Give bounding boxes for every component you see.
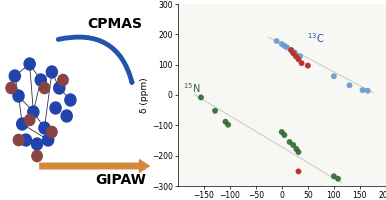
- Circle shape: [39, 82, 50, 94]
- Point: [293, 147, 300, 151]
- Circle shape: [46, 66, 58, 78]
- Point: [359, 89, 366, 92]
- Circle shape: [9, 70, 20, 82]
- Circle shape: [42, 134, 54, 146]
- Point: [297, 55, 303, 58]
- Point: [222, 120, 229, 123]
- Point: [279, 130, 285, 134]
- Point: [225, 123, 231, 126]
- Point: [212, 109, 218, 112]
- Circle shape: [58, 74, 68, 86]
- Circle shape: [6, 82, 16, 94]
- Point: [279, 42, 285, 46]
- FancyArrowPatch shape: [40, 160, 149, 172]
- Point: [365, 89, 371, 92]
- Point: [292, 51, 298, 54]
- Point: [335, 177, 341, 180]
- Circle shape: [61, 110, 72, 122]
- Point: [290, 143, 296, 147]
- FancyArrowPatch shape: [58, 37, 132, 82]
- Circle shape: [32, 150, 42, 162]
- Point: [298, 62, 305, 65]
- Point: [331, 75, 337, 78]
- Point: [295, 170, 301, 173]
- Point: [290, 52, 296, 55]
- Point: [281, 133, 288, 137]
- Point: [284, 46, 290, 49]
- Point: [198, 96, 204, 99]
- Point: [331, 175, 337, 178]
- Point: [281, 44, 288, 47]
- Point: [286, 140, 293, 144]
- Point: [295, 58, 301, 61]
- Point: [273, 39, 279, 43]
- Circle shape: [28, 106, 39, 118]
- Circle shape: [35, 74, 46, 86]
- Text: GIPAW: GIPAW: [95, 173, 146, 187]
- Text: $^{13}$C: $^{13}$C: [307, 31, 324, 45]
- Point: [288, 49, 294, 52]
- Point: [293, 55, 299, 58]
- Point: [295, 150, 301, 154]
- Circle shape: [54, 82, 65, 94]
- Circle shape: [24, 58, 35, 70]
- Circle shape: [17, 118, 28, 130]
- Circle shape: [39, 122, 50, 134]
- Circle shape: [24, 114, 35, 126]
- Text: $^{15}$N: $^{15}$N: [183, 81, 200, 95]
- Point: [347, 84, 353, 87]
- Text: CPMAS: CPMAS: [87, 17, 142, 31]
- Circle shape: [65, 94, 76, 106]
- Circle shape: [47, 126, 57, 138]
- Point: [305, 64, 311, 67]
- Circle shape: [50, 102, 61, 114]
- Circle shape: [13, 90, 24, 102]
- Circle shape: [20, 134, 32, 146]
- Circle shape: [14, 134, 24, 146]
- Y-axis label: δ (ppm): δ (ppm): [140, 77, 149, 113]
- Point: [288, 49, 294, 52]
- Circle shape: [32, 138, 42, 150]
